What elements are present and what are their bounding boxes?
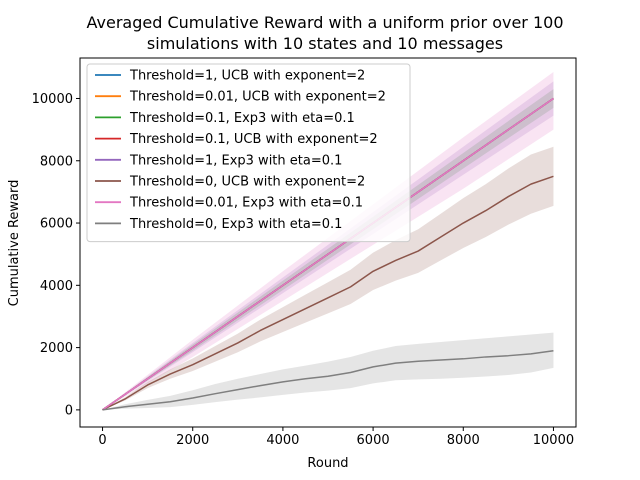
x-tick-label: 2000	[176, 433, 209, 448]
y-axis-ticks: 0 2000 4000 6000 8000 10000	[32, 92, 80, 418]
x-tick-label: 0	[98, 433, 106, 448]
legend-label: Threshold=0.1, Exp3 with eta=0.1	[129, 111, 355, 126]
y-tick-label: 0	[65, 403, 73, 418]
chart-title-line-1: Averaged Cumulative Reward with a unifor…	[87, 13, 564, 32]
x-tick-label: 4000	[266, 433, 299, 448]
plot-frame	[79, 57, 577, 428]
chart-title-line-2: simulations with 10 states and 10 messag…	[147, 34, 503, 53]
legend-label: Threshold=0, Exp3 with eta=0.1	[129, 217, 342, 232]
band-threshold-0-1-exp3-with-eta-0-1	[102, 89, 554, 410]
y-axis-label: Cumulative Reward	[7, 180, 22, 307]
y-tick-label: 4000	[40, 279, 73, 294]
x-tick-label: 10000	[533, 433, 574, 448]
series-lines	[102, 97, 554, 411]
x-axis-ticks: 0 2000 4000 6000 8000 10000	[98, 427, 574, 448]
legend-frame	[86, 63, 411, 243]
band-threshold-0-exp3-with-eta-0-1	[102, 332, 554, 410]
x-tick-label: 6000	[357, 433, 390, 448]
line-threshold-0-exp3-with-eta-0-1	[102, 349, 554, 411]
y-tick-label: 6000	[40, 217, 73, 232]
legend-label: Threshold=0.1, UCB with exponent=2	[129, 132, 378, 147]
x-axis-label: Round	[307, 456, 348, 471]
legend-label: Threshold=1, Exp3 with eta=0.1	[129, 153, 342, 168]
band-threshold-0-ucb-with-exponent-2	[102, 146, 554, 410]
legend-label: Threshold=0.01, UCB with exponent=2	[129, 90, 386, 105]
band-threshold-1-exp3-with-eta-0-1	[102, 81, 554, 410]
line-threshold-0-01-exp3-with-eta-0-1	[102, 97, 554, 411]
x-tick-label: 8000	[447, 433, 480, 448]
legend-label: Threshold=0.01, Exp3 with eta=0.1	[129, 196, 363, 211]
legend: Threshold=1, UCB with exponent=2 Threshol…	[86, 63, 411, 243]
y-tick-label: 10000	[32, 92, 73, 107]
legend-label: Threshold=0, UCB with exponent=2	[129, 175, 365, 190]
y-tick-label: 8000	[40, 154, 73, 169]
line-threshold-0-ucb-with-exponent-2	[102, 175, 554, 411]
legend-label: Threshold=1, UCB with exponent=2	[129, 69, 365, 84]
y-tick-label: 2000	[40, 341, 73, 356]
